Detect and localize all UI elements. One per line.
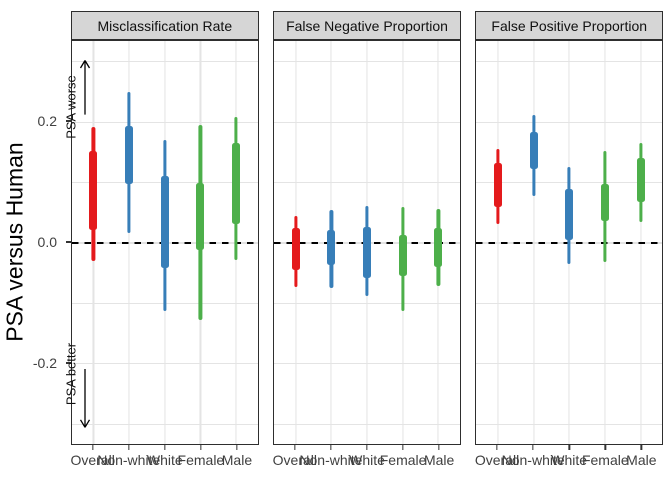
x-tick-mark: [294, 445, 296, 450]
h-gridline: [274, 363, 460, 365]
x-tick-mark: [128, 445, 130, 450]
x-tick-mark: [200, 445, 202, 450]
x-tick-label-white: White: [551, 452, 588, 468]
x-tick-mark: [402, 445, 404, 450]
x-tick-label-non-white: Non-white: [97, 452, 161, 468]
x-tick-mark: [330, 445, 332, 450]
interval-inner-non-white: [125, 126, 134, 185]
x-tick-mark: [496, 445, 498, 450]
x-tick-mark: [640, 445, 643, 450]
interval-inner-female: [398, 235, 407, 276]
h-gridline: [72, 363, 258, 365]
x-tick-mark: [164, 445, 166, 450]
panels-row: Misclassification Rate PSA worse PSA bette…: [64, 11, 664, 480]
h-gridline: [476, 423, 663, 425]
y-tick-label: -0.2: [32, 354, 57, 371]
h-gridline: [476, 302, 663, 305]
x-tick-label-white: White: [146, 452, 183, 468]
x-tick-mark: [604, 445, 606, 450]
interval-inner-white: [160, 175, 169, 269]
x-tick-mark: [236, 445, 238, 450]
y-tick-mark: [66, 120, 71, 122]
y-axis: 0.2 0.0 -0.2: [0, 40, 71, 445]
x-tick-label-male: Male: [626, 452, 657, 468]
h-gridline: [274, 302, 460, 305]
panel-false-negative-proportion: False Negative Proportion Overall Non-whit…: [273, 11, 461, 480]
x-tick-label-male: Male: [221, 452, 253, 468]
interval-inner-female: [196, 182, 205, 251]
interval-inner-overall: [89, 150, 98, 231]
y-tick-mark: [66, 241, 71, 243]
x-tick-mark: [568, 445, 570, 450]
h-gridline: [274, 61, 460, 63]
x-tick-mark: [91, 445, 94, 450]
x-tick-label-overall: Overall: [474, 452, 520, 468]
interval-inner-male: [636, 157, 645, 203]
panel-false-positive-proportion: False Positive Proportion Overall Non-whit…: [475, 11, 664, 480]
interval-inner-male: [434, 227, 443, 268]
x-axis: Overall Non-white White Female Male: [475, 445, 663, 475]
interval-inner-male: [232, 142, 241, 224]
x-tick-label-female: Female: [177, 452, 225, 468]
h-gridline: [72, 61, 258, 63]
h-gridline: [274, 121, 460, 123]
panel-misclassification-rate: Misclassification Rate PSA worse PSA bette…: [64, 11, 259, 480]
interval-inner-non-white: [529, 132, 538, 170]
x-tick-label-overall: Overall: [70, 452, 115, 468]
h-gridline: [72, 121, 258, 123]
plot-area: [273, 40, 461, 445]
annotation-psa-worse: PSA worse: [63, 75, 79, 139]
annotation-psa-better: PSA better: [63, 342, 79, 405]
y-tick-label: 0.0: [37, 233, 57, 250]
x-tick-label-non-white: Non-white: [299, 452, 363, 468]
y-tick-mark: [66, 362, 71, 364]
interval-inner-female: [600, 184, 609, 221]
h-gridline: [274, 423, 460, 425]
x-tick-mark: [366, 445, 368, 450]
h-gridline: [476, 61, 663, 63]
plot-area: [475, 40, 664, 445]
h-gridline: [274, 182, 460, 184]
down-arrow-icon: [79, 368, 91, 428]
x-tick-mark: [438, 445, 440, 450]
interval-inner-overall: [493, 162, 502, 208]
h-gridline: [72, 423, 258, 425]
interval-inner-white: [363, 226, 371, 279]
facet-strip: Misclassification Rate: [71, 11, 259, 40]
x-tick-label-overall: Overall: [272, 452, 318, 468]
plot-area: PSA worse PSA better: [64, 40, 259, 445]
y-tick-label: 0.2: [37, 113, 57, 130]
h-gridline: [476, 121, 663, 123]
x-tick-label-female: Female: [581, 452, 629, 468]
x-tick-label-white: White: [349, 452, 385, 468]
h-gridline: [476, 363, 663, 365]
interval-inner-overall: [291, 227, 300, 270]
x-axis: Overall Non-white White Female Male: [273, 445, 461, 475]
x-tick-mark: [532, 445, 534, 450]
interval-inner-white: [565, 188, 574, 240]
up-arrow-icon: [79, 60, 91, 115]
interval-inner-non-white: [327, 229, 336, 266]
x-tick-label-female: Female: [379, 452, 427, 468]
facet-strip: False Negative Proportion: [273, 11, 461, 40]
x-axis: Overall Non-white White Female Male: [70, 445, 259, 475]
x-tick-label-non-white: Non-white: [501, 452, 565, 468]
x-tick-label-male: Male: [423, 452, 455, 468]
facet-strip: False Positive Proportion: [475, 11, 664, 40]
